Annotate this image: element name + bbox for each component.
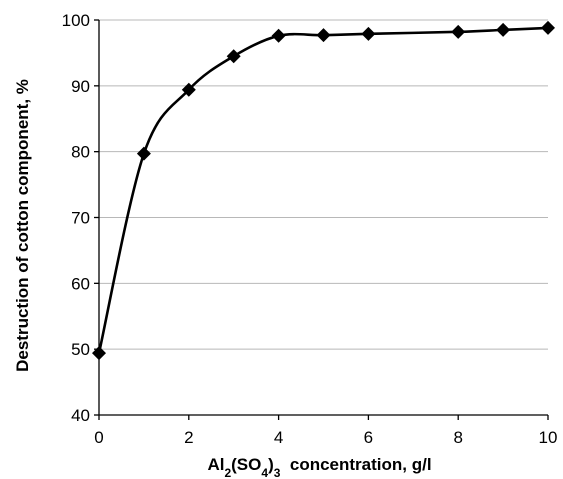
x-axis-label-part-2: (SO [231,455,261,474]
series [92,20,555,361]
data-point-6 [361,26,376,41]
x-axis-label: Al2(SO4)3 concentration, g/l [207,455,431,479]
data-point-5 [316,28,331,43]
y-tick-label-50: 50 [71,340,90,359]
x-tick-label-4: 4 [274,428,283,447]
x-tick-label-10: 10 [539,428,558,447]
y-axis-label: Destruction of cotton component, % [13,79,32,372]
y-tick-label-60: 60 [71,274,90,293]
axes [94,19,549,420]
data-point-1 [136,146,151,161]
x-axis-label-part-0: Al [207,455,224,474]
x-axis-label-part-6: concentration, g/l [280,455,431,474]
y-tick-label-90: 90 [71,77,90,96]
y-tick-label-80: 80 [71,143,90,162]
data-point-0 [92,346,106,361]
gridlines [99,19,548,350]
y-tick-label-100: 100 [62,11,90,30]
data-point-9 [496,22,511,37]
y-tick-label-70: 70 [71,209,90,228]
series-line-0 [97,26,549,354]
x-tick-label-8: 8 [453,428,462,447]
data-point-2 [181,82,196,97]
x-axis-label-part-5: 3 [274,466,281,479]
data-point-3 [226,49,241,64]
data-point-10 [541,20,555,35]
data-point-4 [271,28,286,43]
x-tick-label-6: 6 [364,428,373,447]
x-axis-label-part-4: ) [268,455,274,474]
x-axis-label-part-3: 4 [261,466,268,479]
y-tick-label-40: 40 [71,406,90,425]
x-tick-label-0: 0 [94,428,103,447]
data-point-8 [451,24,466,39]
x-axis-label-part-1: 2 [224,466,231,479]
x-tick-label-2: 2 [184,428,193,447]
tick-labels: 40 50 60 70 80 90 100 0 2 4 6 8 10 [62,11,558,447]
